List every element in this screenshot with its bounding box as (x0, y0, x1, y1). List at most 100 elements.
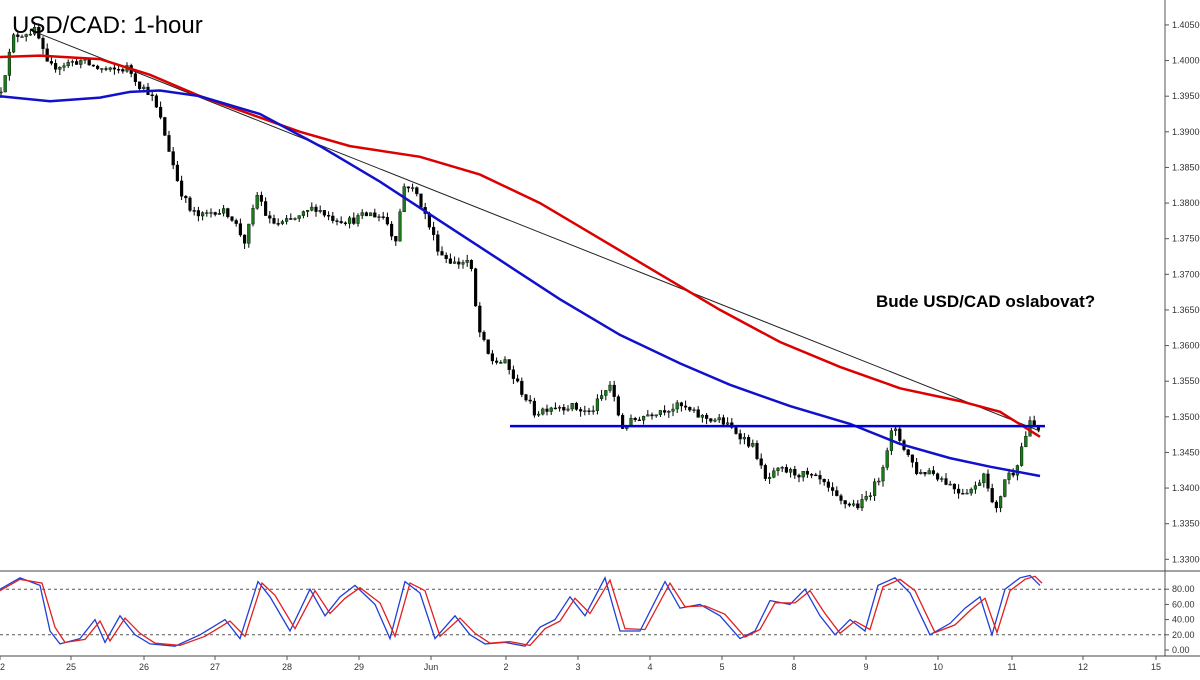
candle-up (348, 217, 352, 224)
x-tick-label: 25 (66, 662, 76, 672)
osc-tick-label: 80.00 (1172, 584, 1195, 594)
candle-down (213, 212, 217, 215)
candle-down (906, 449, 910, 456)
candle-down (490, 353, 494, 362)
candle-up (982, 473, 986, 484)
candle-down (54, 63, 58, 70)
candle-down (944, 478, 948, 485)
candle-up (301, 211, 305, 216)
candle-down (343, 222, 347, 224)
candle-down (936, 473, 940, 480)
candle-down (516, 378, 520, 382)
candle-down (242, 234, 247, 244)
candle-up (881, 467, 885, 482)
x-tick-label: 3 (575, 662, 580, 672)
candle-up (1020, 446, 1024, 466)
candle-up (369, 212, 373, 217)
x-tick-label: 26 (139, 662, 149, 672)
candle-up (356, 215, 360, 224)
candle-down (385, 217, 389, 225)
candle-down (663, 410, 667, 413)
candle-down (91, 64, 95, 67)
candle-up (713, 419, 717, 422)
candle-down (814, 474, 818, 477)
candle-down (192, 210, 196, 212)
candles-layer (0, 21, 1040, 513)
candle-down (616, 396, 620, 416)
candle-up (965, 492, 969, 495)
candle-up (768, 477, 772, 479)
candle-down (457, 261, 461, 265)
candle-up (873, 481, 877, 496)
candle-down (150, 94, 154, 97)
candle-down (915, 462, 919, 474)
candle-up (1028, 420, 1032, 437)
x-tick-label: 5 (719, 662, 724, 672)
candle-down (553, 407, 557, 410)
stochastic-d-line (0, 575, 1043, 647)
candle-down (167, 135, 171, 152)
candle-down (415, 187, 419, 195)
candle-down (734, 427, 738, 434)
candle-down (331, 215, 335, 221)
candle-up (948, 483, 952, 486)
candle-down (684, 405, 688, 408)
y-tick-label: 1.34000 (1172, 483, 1200, 493)
candle-up (780, 467, 784, 469)
candle-down (154, 95, 158, 108)
candle-up (28, 33, 32, 36)
candle-up (692, 409, 696, 411)
candle-up (453, 261, 457, 264)
candle-up (654, 414, 658, 417)
candle-down (87, 58, 91, 66)
candle-down (545, 408, 549, 412)
candle-down (990, 488, 994, 503)
lines-layer (0, 29, 1045, 478)
candle-down (705, 414, 709, 419)
osc-tick-label: 40.00 (1172, 615, 1195, 625)
osc-tick-label: 0.00 (1172, 645, 1190, 655)
candle-down (579, 409, 583, 412)
candle-down (364, 212, 368, 217)
candle-up (604, 390, 608, 396)
y-tick-label: 1.38000 (1172, 198, 1200, 208)
chart-title: USD/CAD: 1-hour (12, 12, 203, 39)
candle-down (196, 210, 200, 217)
candle-down (469, 260, 473, 269)
candle-down (961, 493, 965, 495)
candle-down (16, 34, 20, 37)
candle-down (759, 458, 763, 466)
candle-up (591, 410, 595, 412)
candle-down (171, 151, 175, 166)
candle-down (352, 217, 356, 224)
candle-up (461, 262, 465, 265)
chart-annotation: Bude USD/CAD oslabovat? (876, 292, 1096, 311)
candle-down (394, 236, 398, 242)
candle-down (276, 223, 280, 225)
candle-up (541, 408, 545, 415)
y-tick-label: 1.33500 (1172, 519, 1200, 529)
candle-up (570, 403, 574, 410)
candle-down (49, 61, 53, 64)
candle-down (679, 402, 683, 407)
candle-down (390, 223, 394, 237)
candle-up (885, 450, 889, 468)
candle-up (726, 422, 730, 425)
x-tick-label: Jun (424, 662, 439, 672)
candle-up (7, 51, 11, 76)
trendline (29, 29, 1041, 432)
candle-up (465, 260, 469, 263)
candle-down (957, 488, 961, 494)
osc-tick-label: 20.00 (1172, 630, 1195, 640)
candle-down (322, 210, 326, 216)
candle-down (797, 474, 801, 478)
y-tick-label: 1.39500 (1172, 91, 1200, 101)
candle-up (318, 210, 322, 212)
candle-down (709, 418, 713, 422)
candle-up (646, 414, 650, 417)
y-tick-label: 1.35500 (1172, 376, 1200, 386)
candle-up (717, 417, 721, 421)
candle-down (923, 472, 927, 475)
candle-up (221, 208, 226, 214)
